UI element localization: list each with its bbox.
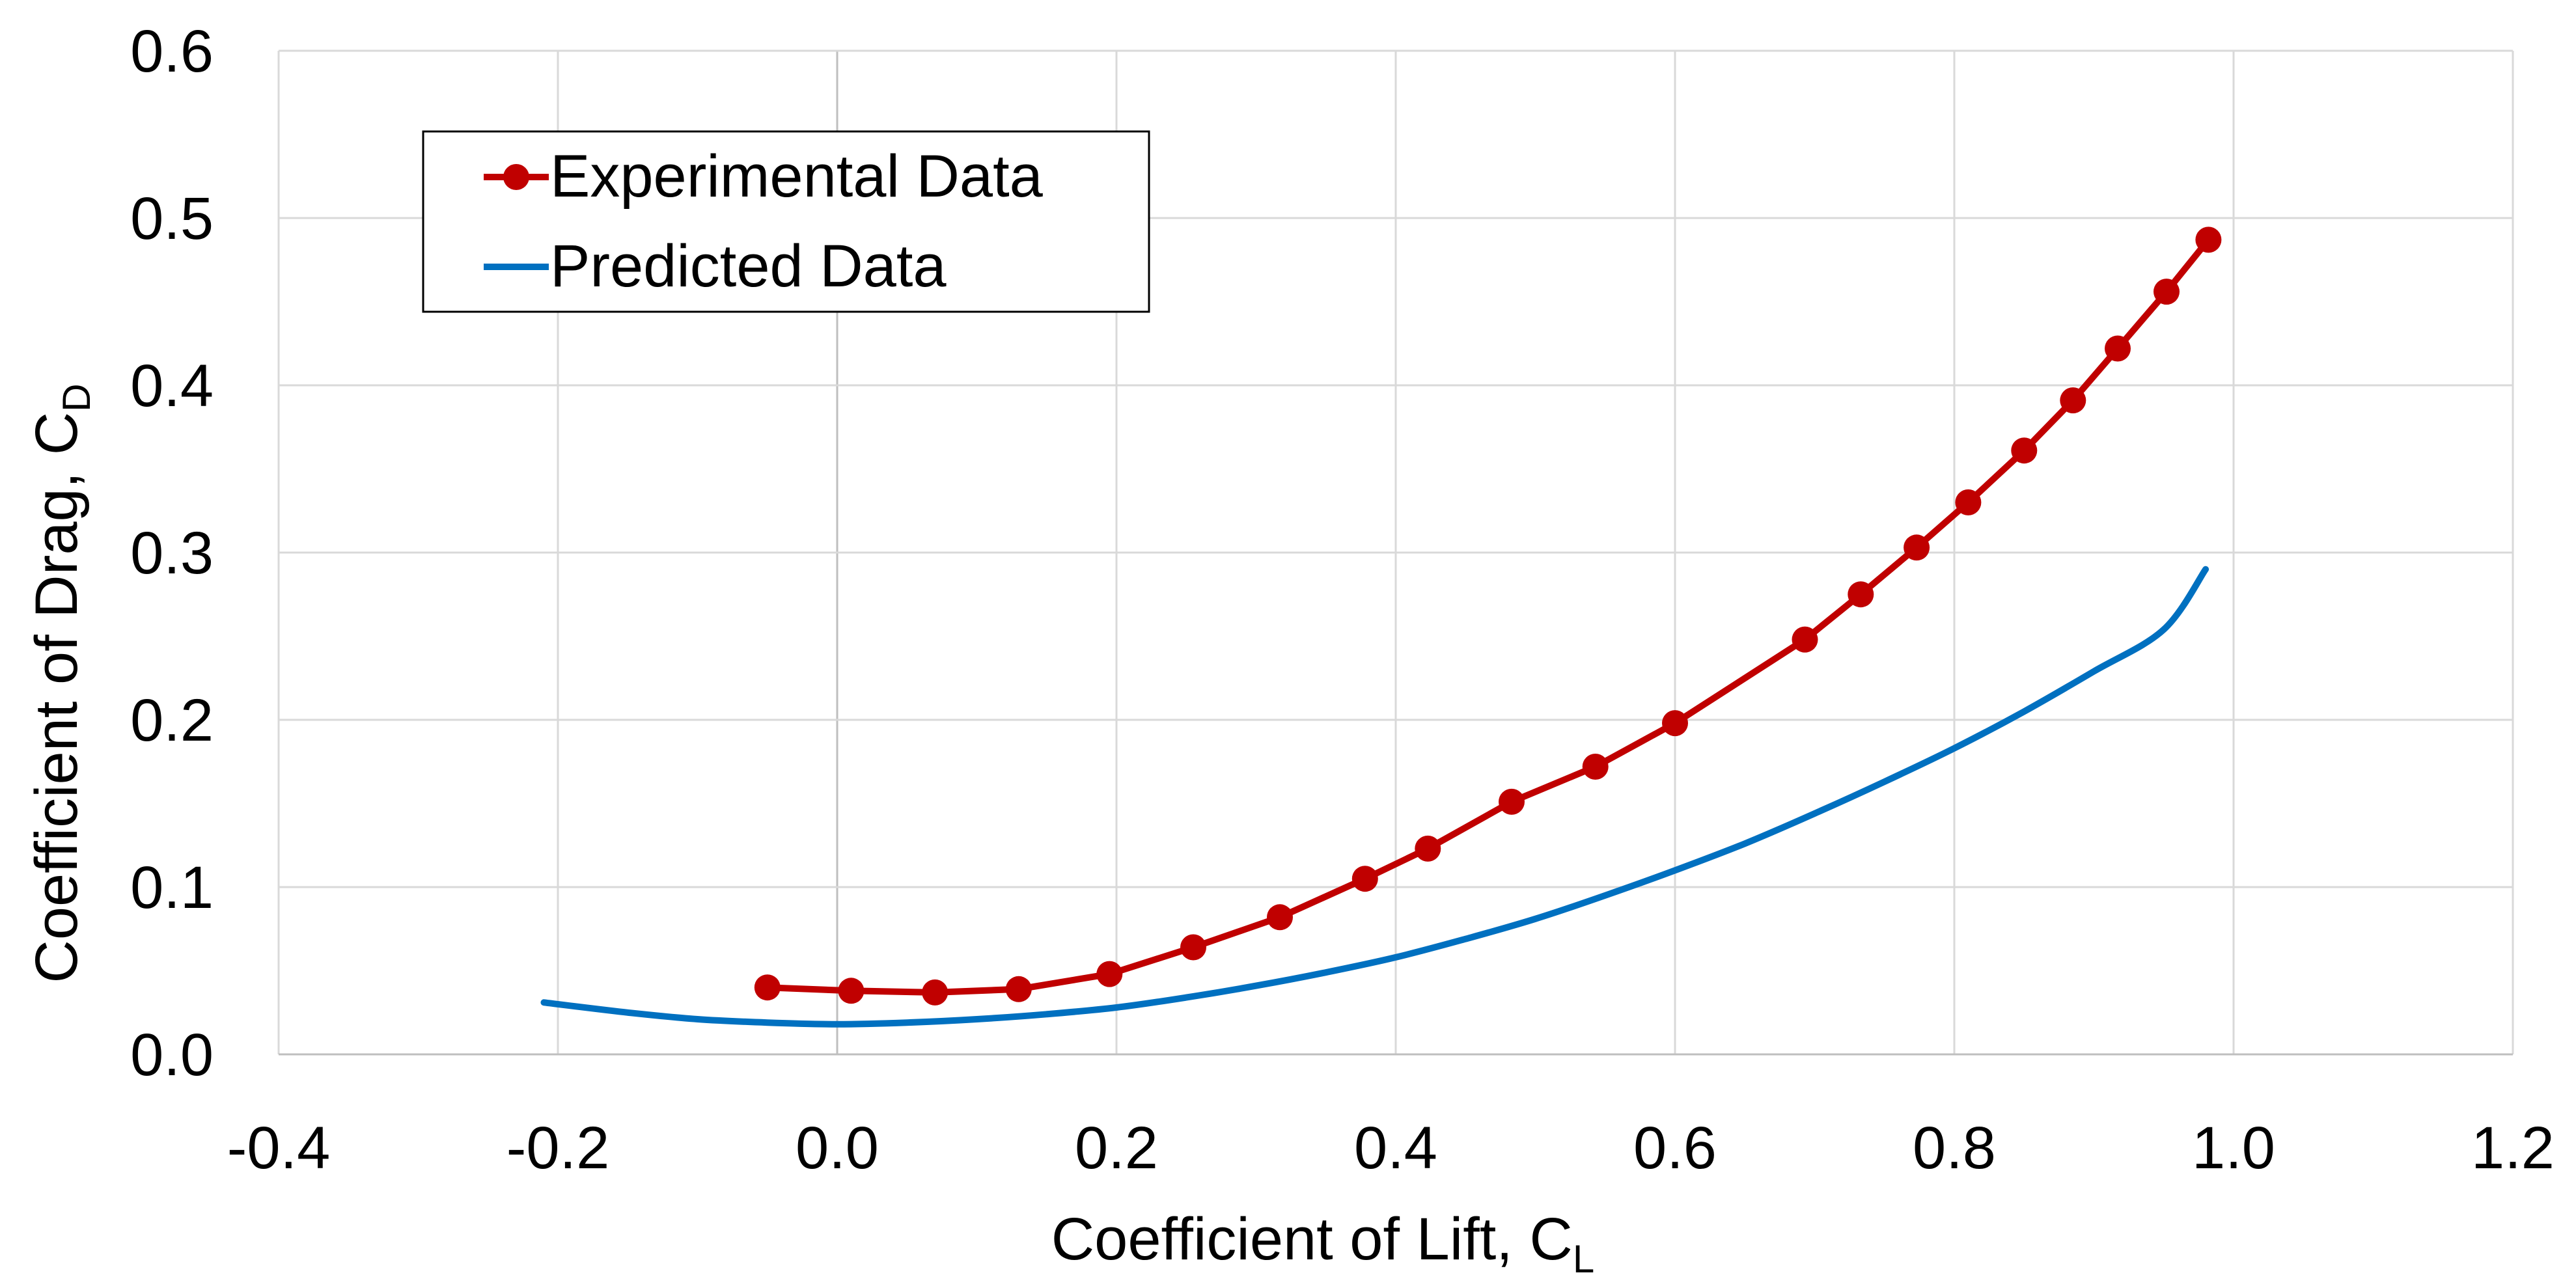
experimental-point: [1792, 626, 1818, 653]
y-tick-label: 0.2: [130, 687, 214, 754]
experimental-point: [1096, 961, 1123, 987]
y-tick-label: 0.3: [130, 520, 214, 586]
y-axis-title-subscript: D: [55, 383, 98, 411]
experimental-point: [1415, 835, 1441, 862]
x-tick-label: 0.4: [1354, 1115, 1437, 1181]
experimental-point: [838, 978, 865, 1004]
grid: [277, 49, 2514, 1056]
x-tick-label: -0.2: [506, 1115, 610, 1181]
x-axis-title-subscript: L: [1573, 1237, 1594, 1281]
x-tick-label: 0.0: [796, 1115, 879, 1181]
experimental-point: [1005, 976, 1032, 1002]
y-axis-title: Coefficient of Drag, CD: [23, 383, 98, 983]
tick-labels: -0.4 -0.2 0.0 0.2 0.4 0.6 0.8 1.0 1.2 0.0 0.1 0.2 0.…: [130, 18, 2555, 1181]
y-tick-label: 0.1: [130, 855, 214, 921]
experimental-point: [1499, 788, 1525, 815]
x-axis-title-text: Coefficient of Lift, C: [1051, 1206, 1573, 1272]
experimental-point: [2060, 387, 2086, 414]
x-tick-label: -0.4: [227, 1115, 331, 1181]
experimental-point: [1848, 581, 1874, 608]
y-axis-title-text: Coefficient of Drag, C: [23, 412, 90, 983]
legend-box: [422, 130, 1150, 313]
plot-series: [540, 226, 2222, 1028]
legend-experimental-marker: [503, 164, 529, 190]
experimental-point: [1904, 534, 1930, 561]
x-axis-title: Coefficient of Lift, CL: [1051, 1206, 1595, 1281]
y-tick-label: 0.0: [130, 1022, 214, 1088]
experimental-point: [2011, 437, 2038, 464]
experimental-point: [2154, 279, 2180, 305]
experimental-point: [1351, 866, 1378, 892]
legend-predicted-label: Predicted Data: [550, 233, 947, 299]
experimental-point: [922, 979, 949, 1006]
y-tick-label: 0.6: [130, 18, 214, 85]
legend: Experimental Data Predicted Data: [422, 130, 1150, 313]
x-tick-label: 0.6: [1633, 1115, 1717, 1181]
experimental-point: [754, 974, 781, 1001]
experimental-point: [1582, 754, 1609, 780]
x-tick-label: 1.0: [2192, 1115, 2275, 1181]
experimental-point: [1955, 489, 1982, 515]
y-tick-label: 0.5: [130, 185, 214, 252]
experimental-point: [2105, 335, 2131, 362]
x-tick-label: 1.2: [2471, 1115, 2555, 1181]
x-tick-label: 0.2: [1075, 1115, 1158, 1181]
experimental-point: [1180, 934, 1206, 961]
experimental-point: [1662, 710, 1688, 737]
experimental-point: [2195, 226, 2222, 253]
legend-experimental-label: Experimental Data: [550, 143, 1044, 210]
x-tick-label: 0.8: [1913, 1115, 1996, 1181]
experimental-point: [1267, 904, 1293, 931]
predicted-line: [540, 566, 2209, 1028]
y-tick-label: 0.4: [130, 353, 214, 419]
